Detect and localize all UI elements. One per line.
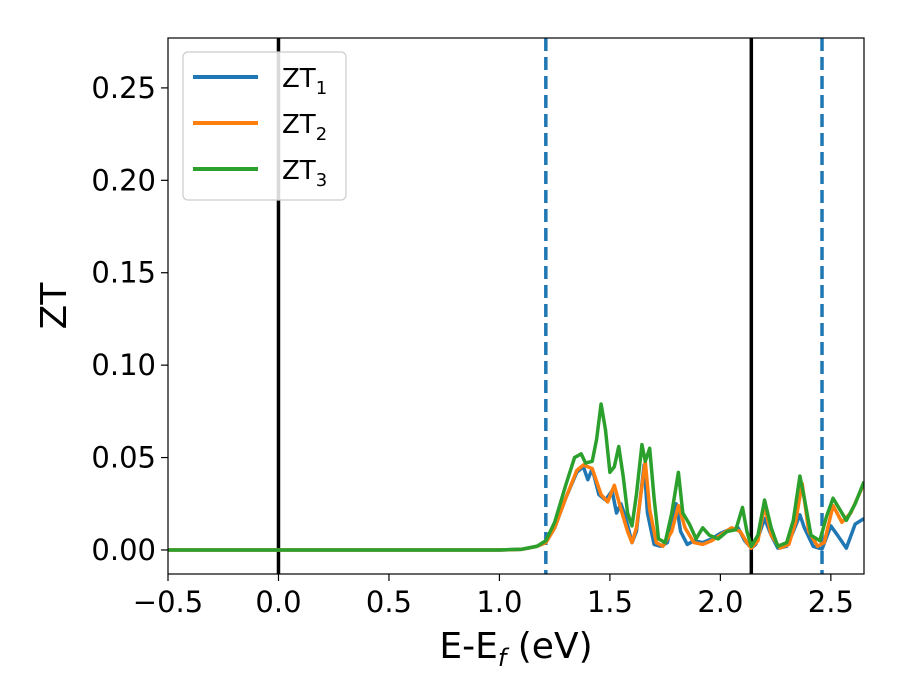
x-tick-label: 1.0 bbox=[476, 585, 522, 619]
y-axis-label: ZT bbox=[34, 282, 75, 330]
plot-frame bbox=[167, 37, 865, 575]
y-tick-label: 0.05 bbox=[91, 441, 156, 475]
x-tick-label: 1.5 bbox=[587, 585, 633, 619]
y-tick-label: 0.25 bbox=[91, 71, 156, 105]
x-tick-label: −0.5 bbox=[133, 585, 203, 619]
x-axis: −0.5 0.0 0.5 1.0 1.5 2.0 2.5 bbox=[133, 574, 854, 619]
y-tick-label: 0.10 bbox=[91, 348, 156, 382]
x-tick-label: 0.5 bbox=[366, 585, 412, 619]
series-line-zt3 bbox=[168, 402, 864, 552]
reference-lines bbox=[276, 38, 824, 574]
y-tick-label: 0.20 bbox=[91, 163, 156, 197]
series-line-zt1 bbox=[168, 463, 864, 552]
legend-label-zt3: ZT3 bbox=[282, 156, 327, 191]
legend: ZT1 ZT2 ZT3 bbox=[182, 51, 347, 201]
x-axis-label: E-Ef (eV) bbox=[439, 626, 592, 672]
x-tick-label: 0.0 bbox=[255, 585, 301, 619]
x-tick-label: 2.0 bbox=[697, 585, 743, 619]
y-tick-label: 0.15 bbox=[91, 256, 156, 290]
series-lines bbox=[168, 402, 864, 552]
legend-box bbox=[182, 51, 347, 201]
legend-label-zt2: ZT2 bbox=[282, 110, 327, 145]
legend-label-zt1: ZT1 bbox=[282, 64, 327, 99]
x-tick-label: 2.5 bbox=[808, 585, 854, 619]
y-tick-label: 0.00 bbox=[91, 533, 156, 567]
y-axis: 0.00 0.05 0.10 0.15 0.20 0.25 bbox=[91, 71, 168, 567]
series-line-zt2 bbox=[168, 459, 864, 552]
